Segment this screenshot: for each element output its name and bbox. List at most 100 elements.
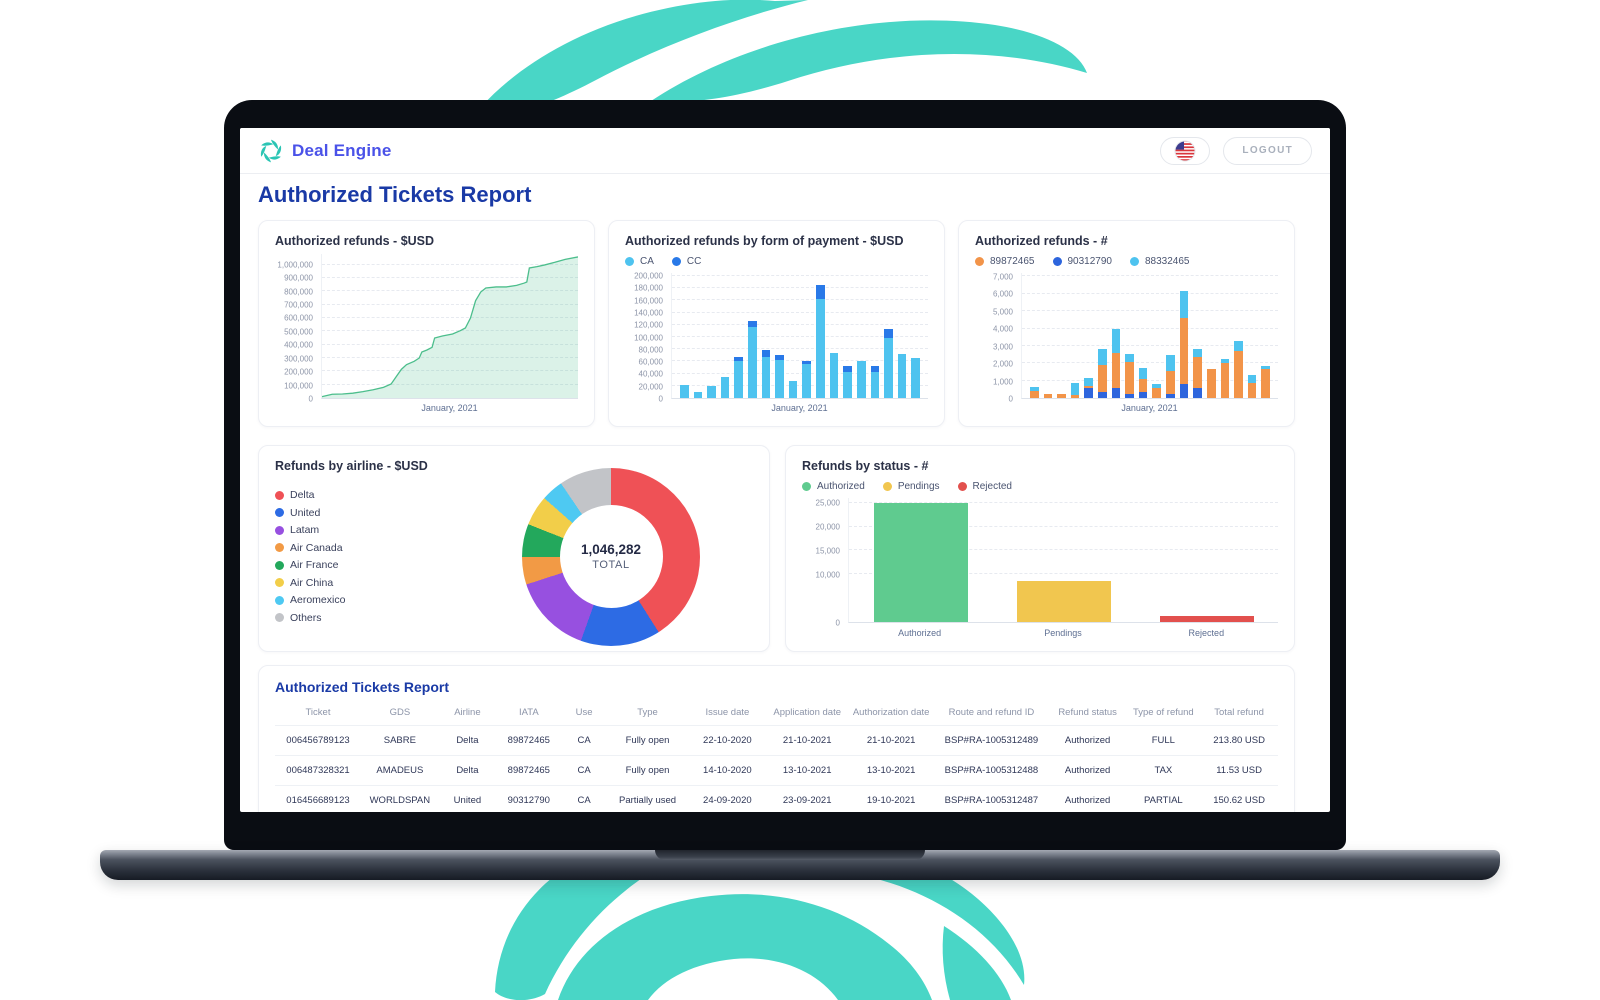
gridline — [672, 299, 928, 301]
bar-segment — [1179, 291, 1189, 319]
y-tick-label: 2,000 — [992, 359, 1013, 369]
gridline — [849, 549, 1278, 551]
gridline — [672, 384, 928, 386]
stacked-bar — [1125, 273, 1134, 398]
bar-segment — [680, 384, 689, 398]
table-cell: SABRE — [383, 735, 416, 746]
stacked-bar — [707, 273, 716, 398]
y-tick-label: 60,000 — [638, 357, 663, 367]
bar-segment — [1193, 357, 1202, 389]
bar-segment — [775, 359, 784, 398]
table-row[interactable]: 006487328321 AMADEUS Delta 89872465 CA Fully … — [275, 755, 1278, 785]
legend-dot — [975, 257, 984, 266]
status-bar — [873, 502, 968, 622]
bars-container — [672, 273, 928, 398]
bar-segment — [1206, 368, 1216, 398]
y-tick-label: 400,000 — [284, 340, 313, 350]
bar-segment — [1098, 349, 1107, 366]
y-tick-label: 20,000 — [638, 382, 663, 392]
area-series — [322, 254, 578, 398]
card-tickets-table: Authorized Tickets Report Ticket GDS Airli… — [258, 665, 1295, 812]
legend-dot — [275, 578, 284, 588]
bar-segment — [884, 337, 893, 398]
table-cell: Delta — [456, 735, 479, 746]
gridline — [672, 287, 928, 289]
brand-name: Deal Engine — [292, 140, 392, 160]
bar-segment — [1030, 386, 1039, 392]
y-tick-label: 900,000 — [284, 273, 313, 283]
y-tick-label: 10,000 — [815, 570, 840, 580]
table-cell: Partially used — [619, 795, 677, 806]
stacked-bar — [1247, 273, 1257, 398]
gridline — [672, 275, 928, 277]
y-tick-label: 40,000 — [638, 369, 663, 379]
gridline — [322, 357, 578, 358]
stacked-bar — [816, 273, 825, 398]
app-header: Deal Engine — [240, 128, 1330, 174]
card-refunds-count: Authorized refunds - # 89872465 90312790 8… — [958, 220, 1295, 427]
table-row[interactable]: 006456789123 SABRE Delta 89872465 CA Fully op… — [275, 725, 1278, 755]
gridline — [322, 343, 578, 345]
x-axis-label: January, 2021 — [771, 403, 828, 413]
status-bar — [1159, 615, 1254, 622]
legend-label: 89872465 — [990, 256, 1035, 267]
y-tick-label: 300,000 — [284, 354, 313, 364]
table-column-header: Use — [575, 707, 593, 718]
table-cell: FULL — [1151, 735, 1175, 746]
stacked-bar — [1138, 273, 1148, 398]
table-cell: 14-10-2020 — [703, 765, 752, 776]
bar-segment — [1247, 383, 1257, 398]
bar-segment — [734, 357, 744, 362]
legend-label: 88332465 — [1145, 256, 1190, 267]
logout-button[interactable]: LOGOUT — [1223, 136, 1312, 165]
legend-label: Air France — [290, 559, 339, 572]
plot-area — [321, 254, 578, 399]
legend-item: Air Canada — [275, 542, 480, 554]
language-button[interactable] — [1160, 136, 1211, 165]
table-cell: 016456689123 — [286, 795, 350, 806]
donut-total-label: TOTAL — [592, 559, 630, 571]
legend-dot — [957, 482, 967, 491]
status-legend: Authorized Pendings Rejected — [802, 481, 1278, 492]
table-cell: 150.62 USD — [1213, 795, 1265, 806]
bar-segment — [870, 371, 880, 398]
legend-dot — [275, 560, 284, 570]
stacked-bar — [1057, 273, 1066, 398]
stacked-bar — [693, 273, 703, 398]
legend-label: Aeromexico — [290, 594, 346, 607]
table-cell: United — [453, 795, 482, 806]
stacked-bar — [911, 273, 920, 398]
bar-segment — [1098, 391, 1107, 398]
table-cell: BSP#RA-1005312487 — [944, 795, 1039, 806]
bar-segment — [1111, 388, 1121, 398]
legend-label: Pendings — [897, 481, 940, 492]
y-tick-label: 800,000 — [284, 287, 313, 297]
y-tick-label: 7,000 — [992, 272, 1013, 281]
bar-segment — [788, 380, 798, 398]
legend-item: Air China — [275, 577, 480, 589]
bar-segment — [1193, 388, 1202, 398]
stacked-bar — [856, 273, 866, 398]
table-row[interactable]: 016456689123 WORLDSPAN United 90312790 CA Par… — [275, 785, 1278, 812]
bar-segment — [1070, 395, 1080, 398]
bar-segment — [1084, 385, 1094, 388]
table-column-header: Route and refund ID — [948, 707, 1035, 718]
y-tick-label: 0 — [658, 394, 663, 404]
legend-item: CC — [671, 256, 701, 267]
gridline — [672, 360, 928, 362]
bar-segment — [693, 391, 703, 398]
table-cell: 11.53 USD — [1216, 765, 1262, 776]
stacked-bar — [1220, 273, 1230, 398]
refunds-by-status-chart: 25,000 20,000 15,000 10,000 0 — [802, 498, 1278, 628]
legend-label: 90312790 — [1067, 256, 1113, 267]
gridline — [849, 573, 1278, 575]
bar-segment — [1030, 391, 1039, 398]
gridline — [322, 370, 578, 372]
stacked-bar — [1043, 273, 1053, 398]
y-tick-label: 600,000 — [284, 313, 313, 323]
y-tick-label: 0 — [308, 394, 313, 404]
gridline — [322, 263, 578, 265]
gridline — [1022, 379, 1278, 381]
bar-segment — [1261, 368, 1270, 398]
laptop-lid-notch — [655, 850, 925, 860]
